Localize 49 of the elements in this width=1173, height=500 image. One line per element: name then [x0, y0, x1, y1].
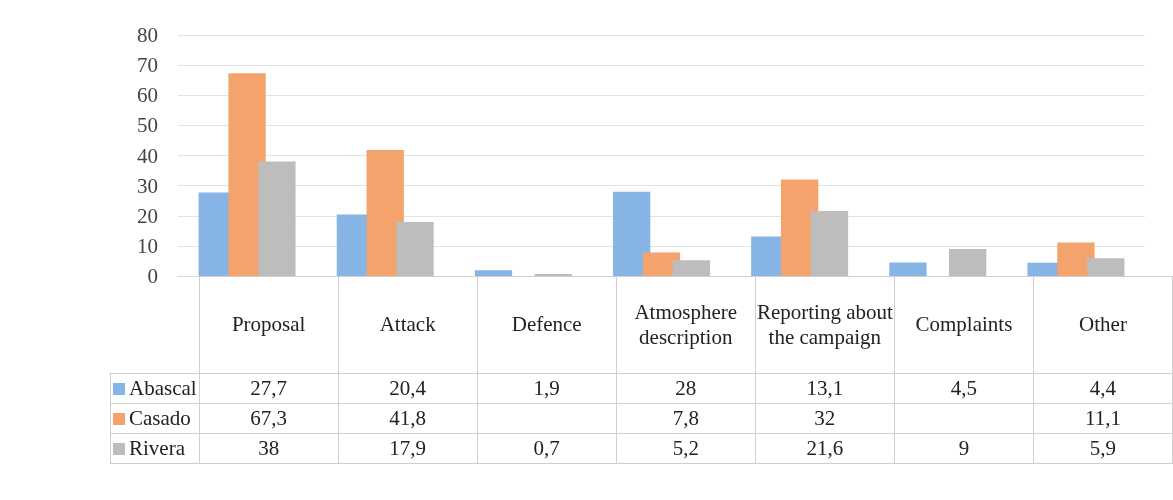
y-tick-label: 60: [137, 83, 158, 108]
y-tick-label: 30: [137, 173, 158, 198]
bar: [258, 161, 296, 276]
data-label: 0,7: [477, 433, 617, 464]
legend-label: Casado: [110, 403, 200, 434]
data-label: 21,6: [755, 433, 895, 464]
x-tick-label: Atmosphere description: [616, 276, 756, 374]
bar: [672, 260, 710, 276]
data-label: 32: [755, 403, 895, 434]
y-tick-label: 0: [147, 264, 158, 288]
data-label: 4,4: [1033, 373, 1173, 404]
x-tick-label: Reporting about the campaign: [755, 276, 895, 374]
data-label: 27,7: [199, 373, 339, 404]
data-label: 7,8: [616, 403, 756, 434]
data-label: 20,4: [338, 373, 478, 404]
x-tick-label: Attack: [338, 276, 478, 374]
x-tick-label: Other: [1033, 276, 1173, 374]
data-label: 41,8: [338, 403, 478, 434]
data-label: 67,3: [199, 403, 339, 434]
bar: [810, 210, 849, 276]
y-tick-label: 50: [137, 113, 158, 138]
y-tick-label: 80: [137, 23, 158, 47]
data-label: 5,2: [616, 433, 756, 464]
data-label: 11,1: [1033, 403, 1173, 434]
data-label: 28: [616, 373, 756, 404]
bar: [1087, 258, 1125, 276]
bar: [534, 273, 572, 276]
y-tick-label: 10: [137, 233, 158, 258]
data-label: 4,5: [894, 373, 1034, 404]
legend-label: Rivera: [110, 433, 200, 464]
y-tick-label: 20: [137, 203, 158, 228]
data-label: 5,9: [1033, 433, 1173, 464]
bar: [889, 262, 927, 276]
bar: [474, 270, 513, 276]
bar: [948, 248, 987, 276]
legend-label: Abascal: [110, 373, 200, 404]
y-tick-label: 70: [137, 53, 158, 78]
data-label: 17,9: [338, 433, 478, 464]
y-tick-label: 40: [137, 143, 158, 168]
bar: [396, 222, 434, 276]
x-tick-label: Proposal: [199, 276, 339, 374]
data-label: 13,1: [755, 373, 895, 404]
x-tick-label: Complaints: [894, 276, 1034, 374]
x-tick-label: Defence: [477, 276, 617, 374]
data-label: 38: [199, 433, 339, 464]
data-label: 9: [894, 433, 1034, 464]
bar: [366, 150, 404, 276]
data-label: 1,9: [477, 373, 617, 404]
bar: [613, 191, 651, 276]
